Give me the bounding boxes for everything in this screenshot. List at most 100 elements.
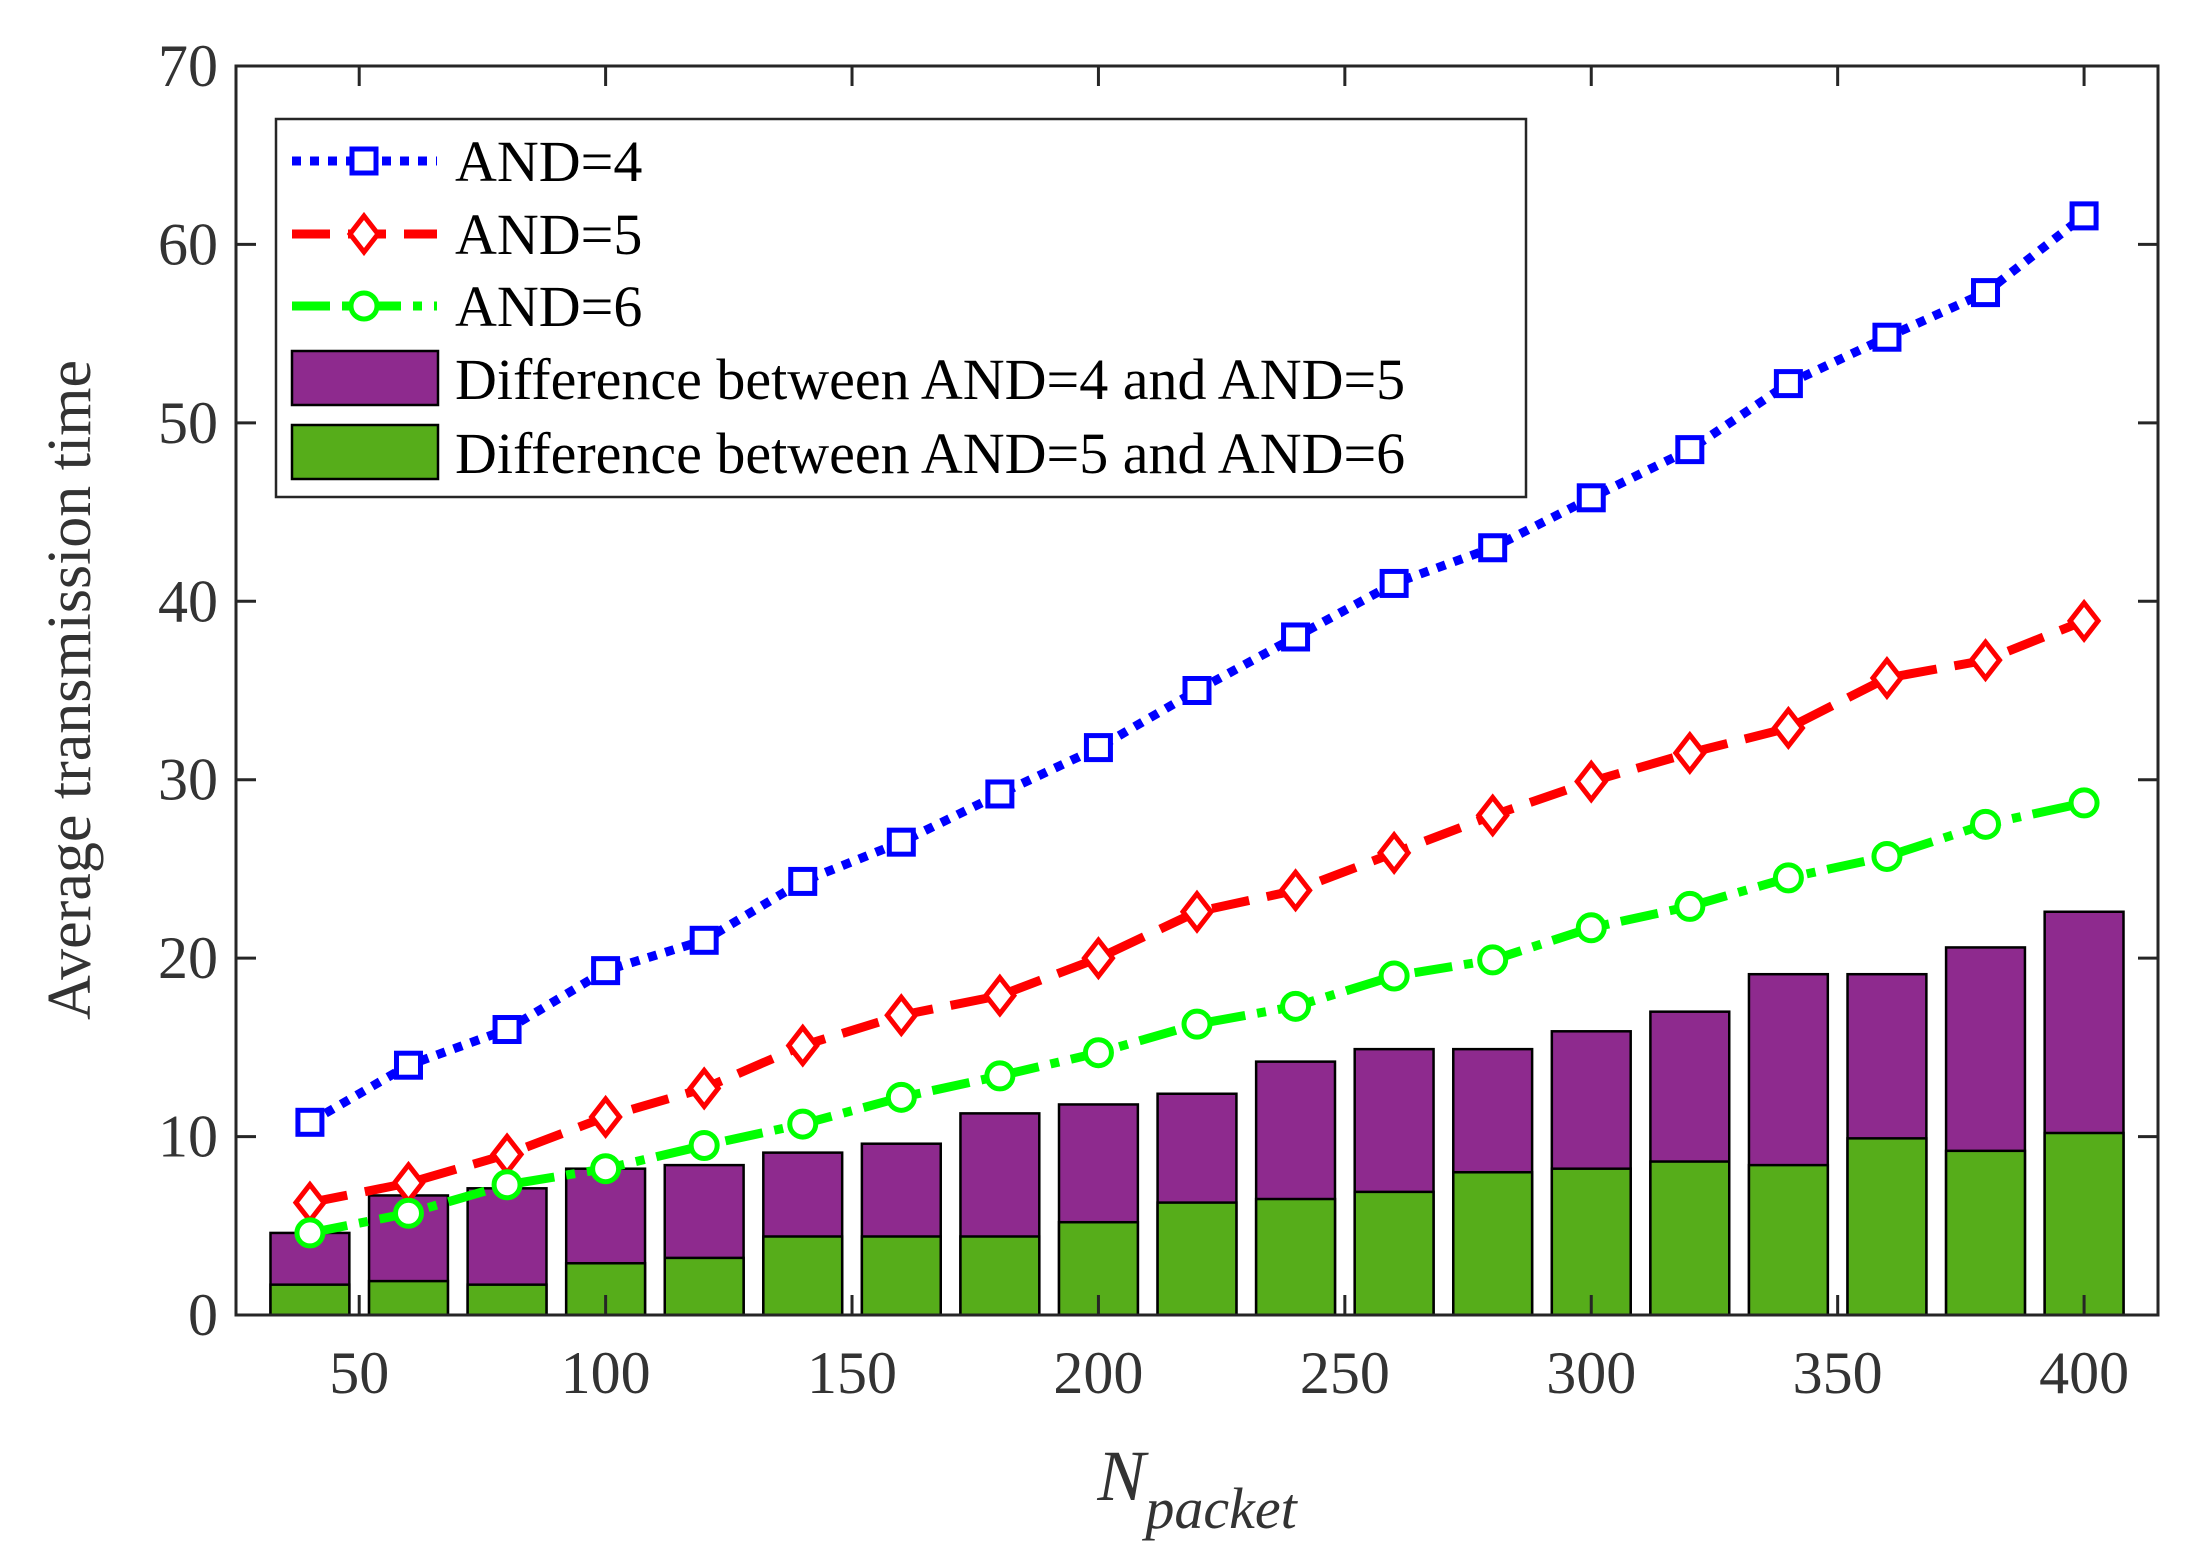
point-series1-80	[492, 1015, 522, 1045]
bar-series2-60	[367, 1279, 450, 1317]
point-series2-120	[687, 1066, 722, 1111]
point-series3-60	[392, 1197, 424, 1229]
point-series3-220	[1181, 1008, 1213, 1040]
point-series2-260	[1376, 830, 1412, 875]
x-tick-label-200: 200	[1053, 1340, 1143, 1406]
point-series2-280	[1475, 793, 1510, 838]
x-tick-label-100: 100	[561, 1340, 651, 1406]
x-axis-title-subscript: packet	[1141, 1476, 1298, 1541]
bar-series2-120	[663, 1256, 745, 1317]
point-series1-160	[886, 827, 916, 857]
bar-series2-340	[1747, 1163, 1830, 1317]
bar-series2-220	[1156, 1201, 1238, 1317]
point-series1-100	[591, 956, 621, 986]
point-series3-160	[885, 1081, 917, 1113]
x-tick-label-400: 400	[2039, 1340, 2129, 1406]
point-series2-360	[1869, 655, 1905, 701]
point-series3-120	[688, 1129, 720, 1161]
x-tick-label-350: 350	[1793, 1340, 1883, 1406]
point-series1-240	[1281, 622, 1311, 652]
point-series2-220	[1179, 889, 1215, 934]
y-tick-label-60: 60	[158, 211, 218, 277]
point-series1-380	[1971, 278, 2001, 308]
y-tick-label-30: 30	[158, 747, 218, 813]
legend-marker-and4	[349, 146, 379, 176]
plot-area-border	[234, 64, 2160, 1317]
point-series2-180	[982, 973, 1018, 1018]
legend-swatch-diff45	[290, 349, 440, 407]
legend-label-diff56: Difference between AND=5 and AND=6	[455, 421, 1405, 486]
legend-marker-and6	[348, 290, 380, 322]
point-series3-320	[1674, 890, 1706, 922]
legend-swatch-diff56	[290, 423, 440, 481]
ticks-layer: 0 10 20 30 40 50 60 70 50 100 150 200 250 300 350 400	[158, 33, 2158, 1406]
point-series1-400	[2069, 201, 2099, 231]
point-series2-380	[1968, 638, 2003, 683]
point-series2-160	[884, 993, 919, 1038]
point-series3-340	[1772, 862, 1804, 894]
point-series1-220	[1182, 676, 1212, 705]
x-tick-label-250: 250	[1300, 1340, 1390, 1406]
point-series2-240	[1278, 868, 1313, 913]
point-series2-100	[588, 1094, 623, 1140]
point-series2-400	[2066, 598, 2102, 643]
y-tick-label-0: 0	[188, 1282, 218, 1348]
point-series3-300	[1575, 912, 1607, 944]
point-series3-280	[1477, 944, 1509, 976]
point-series1-60	[393, 1050, 423, 1080]
point-series1-200	[1083, 733, 1113, 763]
point-series2-340	[1771, 705, 1806, 751]
x-axis-title-main: N	[1096, 1436, 1149, 1516]
point-series3-140	[787, 1108, 819, 1140]
y-tick-label-10: 10	[158, 1104, 218, 1170]
point-series1-40	[295, 1107, 325, 1137]
legend-label-diff45: Difference between AND=4 and AND=5	[455, 347, 1405, 412]
legend-entry-diff45: Difference between AND=4 and AND=5	[290, 347, 1405, 412]
point-series3-100	[590, 1153, 622, 1185]
point-series1-360	[1872, 322, 1902, 352]
point-series1-320	[1675, 435, 1705, 465]
legend-entry-diff56: Difference between AND=5 and AND=6	[290, 421, 1405, 486]
point-series3-360	[1871, 840, 1903, 872]
point-series1-340	[1773, 369, 1803, 399]
point-series1-140	[788, 866, 818, 896]
bar-series2-280	[1452, 1171, 1534, 1317]
bar-series2-360	[1846, 1137, 1928, 1317]
bar-series2-160	[860, 1235, 942, 1317]
point-series3-80	[491, 1169, 523, 1201]
y-tick-label-50: 50	[158, 390, 218, 456]
legend-label-and4: AND=4	[455, 129, 642, 194]
point-series3-180	[984, 1060, 1016, 1092]
bar-series2-80	[466, 1283, 548, 1317]
point-series2-140	[785, 1023, 820, 1068]
legend-marker-and5	[346, 211, 382, 257]
point-series3-260	[1378, 960, 1410, 992]
bar-series2-240	[1254, 1197, 1337, 1317]
point-series2-320	[1672, 730, 1707, 776]
legend-label-and5: AND=5	[455, 202, 642, 267]
bar-series2-380	[1944, 1149, 2027, 1317]
x-tick-label-300: 300	[1546, 1340, 1636, 1406]
legend-box	[274, 117, 1528, 499]
point-series3-400	[2068, 787, 2100, 819]
point-series3-200	[1082, 1037, 1114, 1069]
bar-series2-180	[959, 1235, 1041, 1317]
x-tick-label-50: 50	[329, 1340, 389, 1406]
point-series1-260	[1379, 568, 1409, 598]
bar-series2-300	[1550, 1167, 1632, 1317]
y-axis-title: Average transmission time	[36, 360, 104, 1020]
point-series2-300	[1574, 759, 1609, 804]
bar-series2-140	[762, 1235, 844, 1317]
legend-entry-and6: AND=6	[292, 274, 642, 339]
legend-label-and6: AND=6	[455, 274, 642, 339]
y-tick-label-40: 40	[158, 568, 218, 634]
bar-series2-400	[2043, 1131, 2125, 1317]
point-series1-120	[689, 925, 719, 955]
point-series1-180	[985, 779, 1015, 809]
x-tick-label-150: 150	[807, 1340, 897, 1406]
y-tick-label-70: 70	[158, 33, 218, 99]
lines-layer	[292, 201, 2102, 1249]
bar-series2-320	[1649, 1160, 1731, 1317]
legend-entry-and4: AND=4	[292, 129, 642, 194]
